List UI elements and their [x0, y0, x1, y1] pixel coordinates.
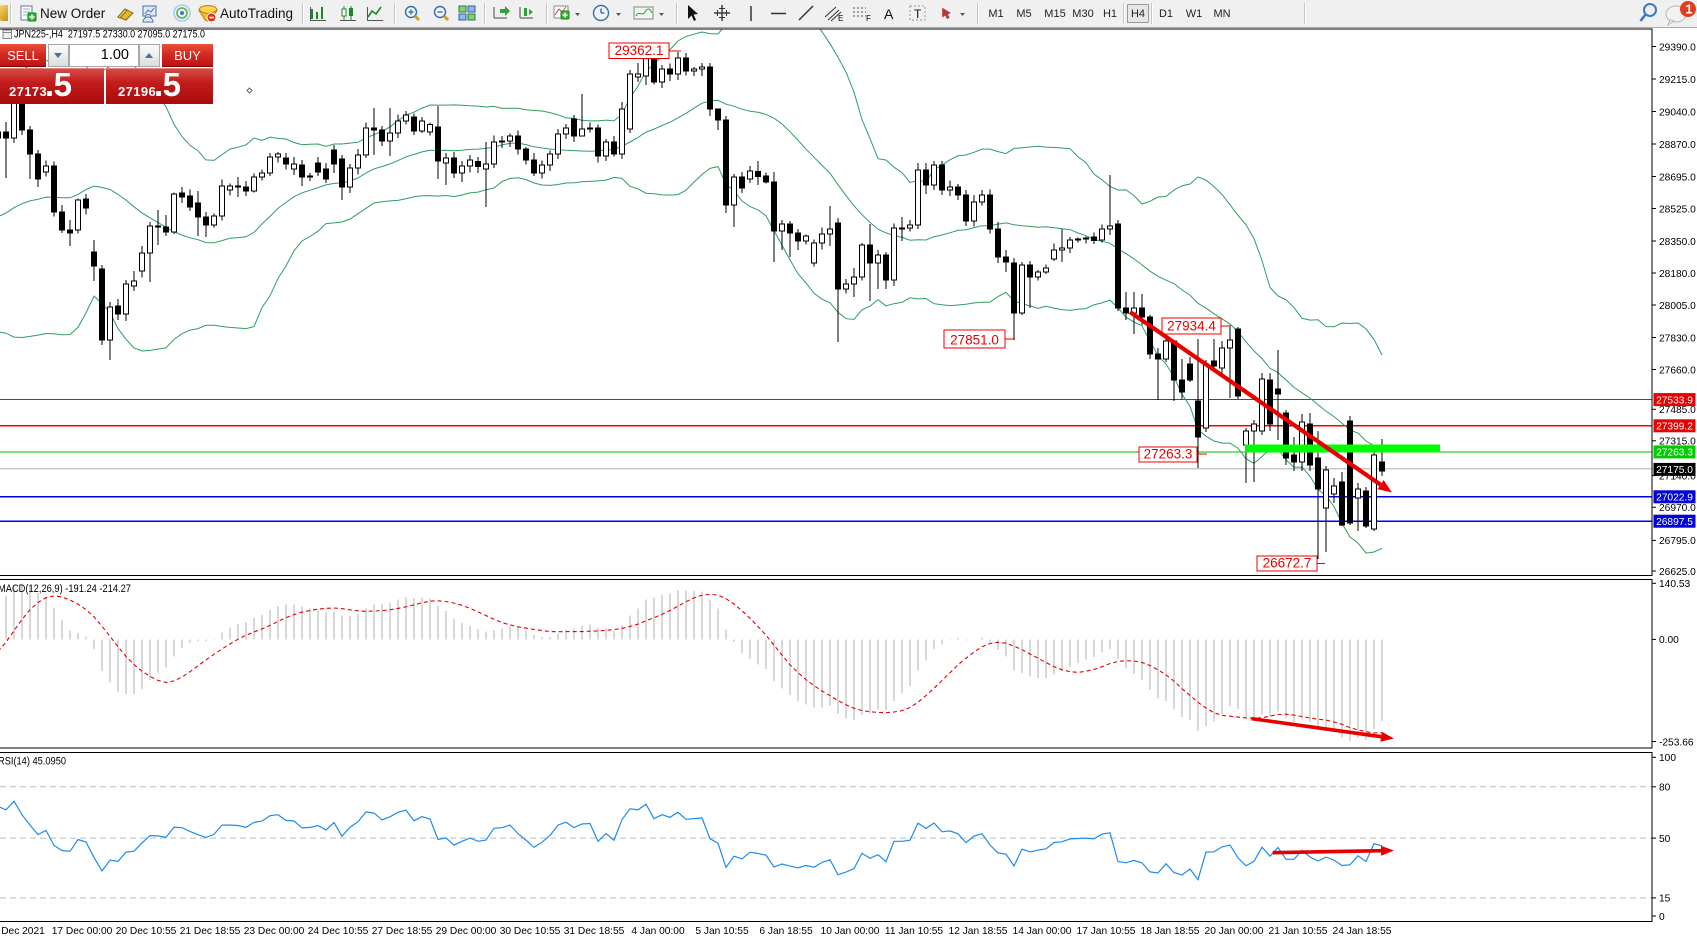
svg-text:21 Dec 18:55: 21 Dec 18:55 — [180, 926, 241, 937]
svg-text:27 Dec 18:55: 27 Dec 18:55 — [372, 926, 433, 937]
svg-text:27022.9: 27022.9 — [1656, 493, 1693, 504]
svg-text:29362.1: 29362.1 — [615, 43, 664, 58]
svg-text:26897.5: 26897.5 — [1656, 517, 1693, 528]
svg-text:27485.0: 27485.0 — [1659, 405, 1696, 416]
svg-text:15: 15 — [1659, 894, 1671, 905]
svg-text:27399.2: 27399.2 — [1656, 422, 1693, 433]
svg-text:30 Dec 10:55: 30 Dec 10:55 — [500, 926, 561, 937]
svg-text:11 Jan 10:55: 11 Jan 10:55 — [885, 926, 943, 937]
svg-text:28350.0: 28350.0 — [1659, 237, 1696, 248]
svg-text:31 Dec 18:55: 31 Dec 18:55 — [564, 926, 625, 937]
svg-text:F: F — [866, 14, 871, 23]
svg-text:JPN225-,H4 27197.5 27330.0 27: JPN225-,H4 27197.5 27330.0 27095.0 27175… — [14, 29, 205, 41]
svg-text:18 Jan 18:55: 18 Jan 18:55 — [1141, 926, 1200, 937]
svg-text:26625.0: 26625.0 — [1659, 567, 1696, 578]
svg-text:29215.0: 29215.0 — [1659, 75, 1696, 86]
svg-text:80: 80 — [1659, 783, 1671, 794]
svg-text:17 Dec 00:00: 17 Dec 00:00 — [52, 926, 113, 937]
svg-text:26672.7: 26672.7 — [1263, 556, 1312, 571]
svg-text:27851.0: 27851.0 — [950, 333, 999, 348]
svg-text:T: T — [914, 7, 922, 21]
svg-text:Dec 2021: Dec 2021 — [1, 926, 45, 937]
svg-text:21 Jan 10:55: 21 Jan 10:55 — [1269, 926, 1328, 937]
svg-text:29 Dec 00:00: 29 Dec 00:00 — [436, 926, 497, 937]
svg-text:27315.0: 27315.0 — [1659, 437, 1696, 448]
svg-text:-253.66: -253.66 — [1659, 737, 1694, 748]
svg-text:29040.0: 29040.0 — [1659, 107, 1696, 118]
svg-text:27263.3: 27263.3 — [1656, 448, 1693, 459]
svg-text:1: 1 — [1686, 3, 1693, 17]
svg-text:27660.0: 27660.0 — [1659, 365, 1696, 376]
svg-text:24 Jan 18:55: 24 Jan 18:55 — [1333, 926, 1392, 937]
svg-text:RSI(14) 45.0950: RSI(14) 45.0950 — [0, 756, 66, 768]
svg-text:28180.0: 28180.0 — [1659, 269, 1696, 280]
svg-text:14 Jan 00:00: 14 Jan 00:00 — [1013, 926, 1072, 937]
svg-text:20 Dec 10:55: 20 Dec 10:55 — [116, 926, 177, 937]
svg-text:6 Jan 18:55: 6 Jan 18:55 — [759, 926, 813, 937]
svg-text:0: 0 — [1659, 912, 1665, 923]
svg-text:28870.0: 28870.0 — [1659, 140, 1696, 151]
svg-text:5 Jan 10:55: 5 Jan 10:55 — [695, 926, 749, 937]
svg-text:17 Jan 10:55: 17 Jan 10:55 — [1077, 926, 1136, 937]
svg-text:10 Jan 00:00: 10 Jan 00:00 — [821, 926, 880, 937]
svg-text:MACD(12,26,9) -191.24 -214.27: MACD(12,26,9) -191.24 -214.27 — [0, 583, 131, 595]
svg-text:29390.0: 29390.0 — [1659, 42, 1696, 53]
svg-text:E: E — [838, 14, 843, 23]
svg-text:4 Jan 00:00: 4 Jan 00:00 — [631, 926, 685, 937]
svg-text:26970.0: 26970.0 — [1659, 503, 1696, 514]
svg-text:28525.0: 28525.0 — [1659, 204, 1696, 215]
svg-text:28005.0: 28005.0 — [1659, 301, 1696, 312]
svg-text:0.00: 0.00 — [1659, 635, 1679, 646]
svg-text:27934.4: 27934.4 — [1167, 319, 1216, 334]
svg-text:26795.0: 26795.0 — [1659, 536, 1696, 547]
svg-text:12 Jan 18:55: 12 Jan 18:55 — [949, 926, 1008, 937]
svg-text:20 Jan 00:00: 20 Jan 00:00 — [1205, 926, 1264, 937]
svg-text:27175.0: 27175.0 — [1656, 465, 1693, 476]
svg-text:27140.0: 27140.0 — [1659, 471, 1696, 482]
svg-text:28695.0: 28695.0 — [1659, 172, 1696, 183]
svg-text:50: 50 — [1659, 834, 1671, 845]
svg-text:27830.0: 27830.0 — [1659, 333, 1696, 344]
svg-text:100: 100 — [1659, 753, 1676, 764]
svg-text:27533.9: 27533.9 — [1656, 395, 1693, 406]
svg-text:23 Dec 00:00: 23 Dec 00:00 — [244, 926, 305, 937]
svg-text:24 Dec 10:55: 24 Dec 10:55 — [308, 926, 369, 937]
svg-text:27263.3: 27263.3 — [1144, 447, 1193, 462]
svg-text:140.53: 140.53 — [1659, 579, 1690, 590]
